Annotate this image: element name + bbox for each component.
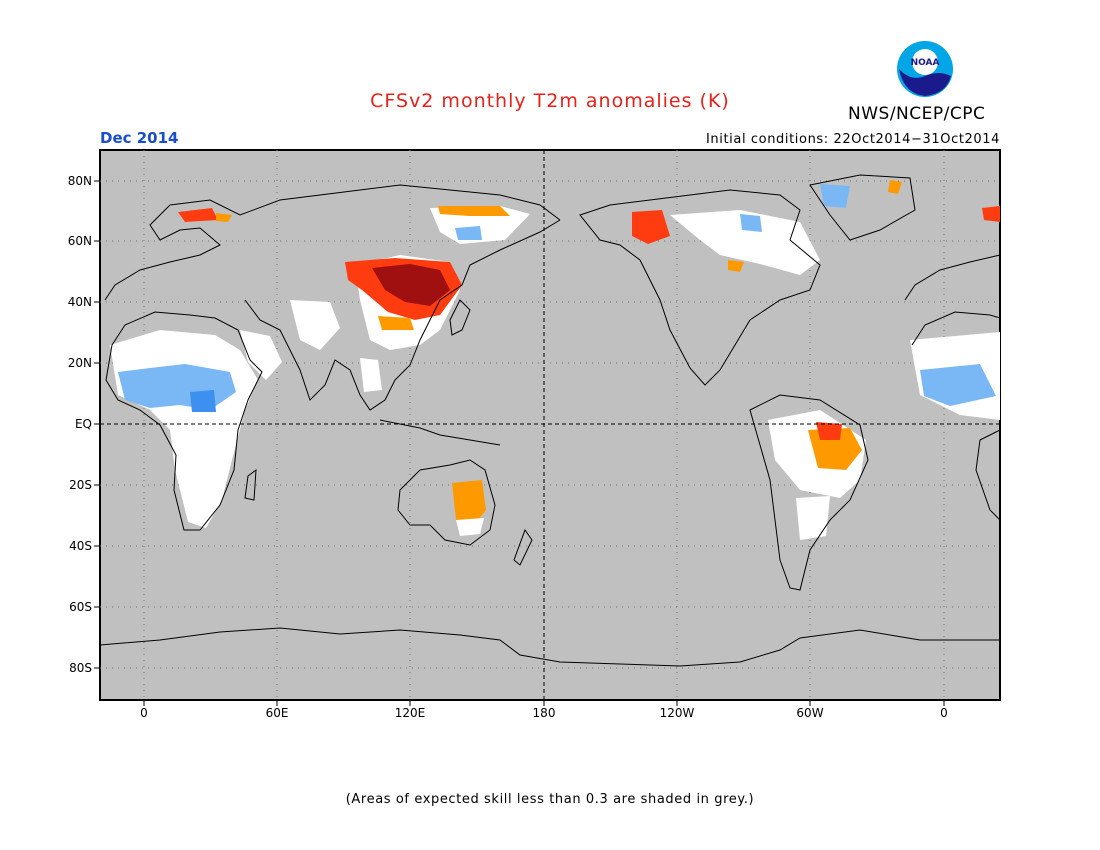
- lon-label: 60W: [796, 706, 823, 720]
- coast-africa-edge: [911, 311, 1001, 521]
- lon-label: 120W: [660, 706, 695, 720]
- patch-scand-orange: [216, 213, 232, 222]
- coast-europe-edge: [904, 254, 1001, 301]
- lon-label: 60E: [266, 706, 289, 720]
- patch-australia-white: [456, 518, 484, 536]
- coast-north-america: [579, 189, 821, 386]
- coast-greenland: [809, 174, 916, 241]
- coastlines: [99, 174, 1001, 667]
- patch-canada-orange: [728, 260, 744, 272]
- coast-japan: [449, 299, 471, 336]
- lat-label: 80S: [69, 661, 92, 675]
- patch-scand-red: [178, 208, 218, 222]
- lat-label: EQ: [75, 417, 92, 431]
- coast-africa: [105, 311, 263, 531]
- patch-india-white: [290, 300, 340, 350]
- coast-asia-east: [244, 219, 561, 411]
- patch-siberia-orange: [438, 206, 510, 216]
- lat-label: 20S: [69, 478, 92, 492]
- lat-label: 60N: [68, 234, 92, 248]
- patch-greenland-orange: [888, 180, 902, 194]
- chart-title: CFSv2 monthly T2m anomalies (K): [370, 90, 730, 112]
- lon-label: 0: [140, 706, 148, 720]
- anomaly-patches: [110, 180, 1000, 540]
- logo-text: NOAA: [911, 58, 940, 68]
- coast-south-america: [749, 394, 869, 591]
- patch-china-orange: [378, 316, 414, 330]
- coast-madagascar: [244, 468, 257, 501]
- initial-conditions: Initial conditions: 22Oct2014−31Oct2014: [706, 132, 1000, 147]
- patch-mongolia-darkred: [372, 264, 450, 306]
- patch-arabia-white: [240, 330, 282, 380]
- coast-europe: [104, 184, 561, 301]
- lat-label: 60S: [69, 600, 92, 614]
- coast-indonesia: [379, 419, 501, 446]
- lat-label: 40N: [68, 295, 92, 309]
- latitude-labels: 80N 60N 40N 20N EQ 20S 40S 60S 80S: [68, 174, 100, 675]
- map-background: [99, 149, 1001, 701]
- footnote: (Areas of expected skill less than 0.3 a…: [345, 792, 755, 807]
- patch-canada-blue: [740, 214, 762, 232]
- lon-label: 120E: [395, 706, 426, 720]
- lon-label: 180: [533, 706, 556, 720]
- noaa-logo: NOAA: [896, 40, 954, 98]
- coast-australia: [397, 459, 496, 546]
- lat-label: 40S: [69, 539, 92, 553]
- coast-antarctica: [99, 627, 1000, 667]
- patch-siberia-blue: [455, 226, 482, 240]
- patch-south-brazil-white: [796, 496, 830, 540]
- lat-label: 20N: [68, 356, 92, 370]
- patch-greenland-blue: [820, 184, 850, 208]
- patch-australia-orange: [452, 480, 486, 530]
- patch-africa-blue: [190, 390, 216, 412]
- coast-newzealand: [513, 528, 533, 566]
- patch-sea-white: [360, 358, 382, 392]
- patch-africa-edge-blue: [920, 364, 996, 406]
- patch-brazil-red: [816, 422, 842, 440]
- longitude-labels: 0 60E 120E 180 120W 60W 0: [140, 700, 948, 720]
- patch-scand-edge-red: [982, 206, 1000, 222]
- patch-canada-white: [670, 210, 820, 275]
- anomaly-map: 80N 60N 40N 20N EQ 20S 40S 60S 80S 0 60E 120E 180 12…: [68, 149, 1001, 720]
- lon-label: 0: [940, 706, 948, 720]
- patch-alaska-red: [632, 210, 670, 244]
- org-label: NWS/NCEP/CPC: [848, 104, 986, 124]
- grid-lines: [100, 150, 1000, 700]
- lat-label: 80N: [68, 174, 92, 188]
- forecast-month: Dec 2014: [100, 129, 179, 147]
- patch-sahel-blue: [118, 364, 236, 410]
